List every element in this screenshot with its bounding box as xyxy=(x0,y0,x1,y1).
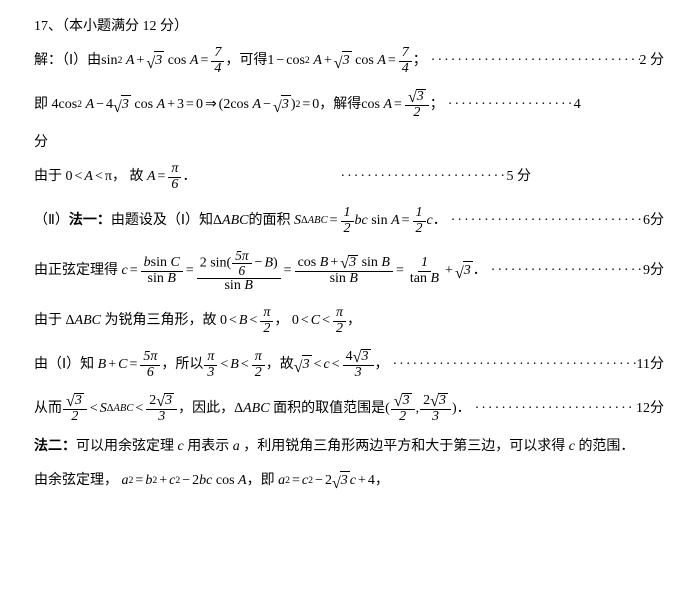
t2a: 即 xyxy=(34,96,48,114)
pts-4: 4 xyxy=(574,96,581,114)
t4d: ． xyxy=(433,212,447,230)
t9c: 用表示 xyxy=(187,438,229,456)
pts-9: 9分 xyxy=(643,262,664,280)
pts-12: 12分 xyxy=(636,400,664,418)
solution-line-8: 从而 √32 <SΔABC< 2√33 ，因此， ΔABC 面积的取值范围是 (… xyxy=(34,392,664,426)
t4c: 的面积 xyxy=(249,212,291,230)
triABC3: ΔABC xyxy=(234,400,273,418)
t6c: ， xyxy=(274,312,288,330)
t4a: （Ⅱ） xyxy=(34,212,69,230)
eq4: SΔABC= 12bc sin A= 12c xyxy=(291,206,433,236)
t9e: 的范围． xyxy=(578,438,634,456)
eq7a: B+C= 5π6 xyxy=(94,350,161,380)
t10a: 由余弦定理， xyxy=(34,472,118,490)
t9d: ，利用锐角三角形两边平方和大于第三边，可以求得 xyxy=(243,438,565,456)
solution-line-1: 解：（Ⅰ）由 sin2 A+ √3 cos A= 74 ，可得 1−cos2 A… xyxy=(34,44,664,78)
pts-5: 5 分 xyxy=(506,168,531,186)
eq2b: cos A= √32 xyxy=(361,89,429,120)
eq1-right: 1−cos2 A+ √3 cos A= 74 xyxy=(267,46,412,76)
t6d: ， xyxy=(347,312,361,330)
eq6b: 0<C< π2 xyxy=(288,306,347,336)
eq8a: √32 <SΔABC< 2√33 xyxy=(62,393,178,424)
t3c: ． xyxy=(182,168,196,186)
solution-line-3: 由于 0<A<π ， 故 A= π6 ． 5 分 xyxy=(34,160,664,194)
solution-line-7: 由（Ⅰ）知 B+C= 5π6 ，所以 π3 <B< π2 ，故 √3 <c< 4… xyxy=(34,348,664,382)
solution-line-2: 即 4cos2 A−4 √3 cos A+3=0 ⇒ (2cos A− √3)2… xyxy=(34,88,664,122)
dots-5 xyxy=(487,262,643,280)
solution-line-5: 由正弦定理得 c= bsin Csin B = 2 sin(5π6−B) sin… xyxy=(34,248,664,294)
t2b: ，解得 xyxy=(319,96,361,114)
t2c: ； xyxy=(430,96,444,114)
triABC: ΔABC xyxy=(213,212,248,230)
t3a: 由于 xyxy=(34,168,62,186)
eq5: c= bsin Csin B = 2 sin(5π6−B) sin B = co… xyxy=(118,249,473,294)
a-var: a xyxy=(229,438,243,456)
solution-line-2b: 分 xyxy=(34,132,664,154)
t6b: 为锐角三角形，故 xyxy=(104,312,216,330)
method2-label: 法二： xyxy=(34,438,76,456)
t7d: ， xyxy=(375,356,389,374)
t3b: ， 故 xyxy=(112,168,144,186)
eq2: 4cos2 A−4 √3 cos A+3=0 ⇒ (2cos A− √3)2=0 xyxy=(48,95,319,114)
t9b: 可以用余弦定理 xyxy=(76,438,174,456)
t2end: 分 xyxy=(34,134,48,152)
t8d: ． xyxy=(457,400,471,418)
eq10a: a2=b2+c2−2bc cos A xyxy=(118,472,247,490)
method1-label: 法一： xyxy=(69,212,111,230)
t10b: ，即 xyxy=(247,472,275,490)
dots-8 xyxy=(471,400,636,418)
t1c: ； xyxy=(413,52,427,70)
pts-2: 2 分 xyxy=(640,52,665,70)
t5b: ． xyxy=(473,262,487,280)
eq7b: π3 <B< π2 xyxy=(203,350,265,380)
c-var2: c xyxy=(565,438,578,456)
c-var: c xyxy=(174,438,187,456)
eq6a: 0<B< π2 xyxy=(216,306,274,336)
eq10b: a2=c2−2 √3c+4 xyxy=(275,471,375,490)
eq8b: ( √32 , 2√33 ) xyxy=(385,393,457,424)
t5a: 由正弦定理得 xyxy=(34,262,118,280)
t1a: 解：（Ⅰ）由 xyxy=(34,52,101,70)
dots-1 xyxy=(427,52,640,70)
triABC2: ΔABC xyxy=(62,312,104,330)
dots-4 xyxy=(447,212,643,230)
solution-line-6: 由于 ΔABC 为锐角三角形，故 0<B< π2 ， 0<C< π2 ， xyxy=(34,304,664,338)
t8c: 面积的取值范围是 xyxy=(273,400,385,418)
eq3a: 0<A<π xyxy=(62,168,112,186)
eq7c: √3 <c< 4√33 xyxy=(294,349,375,380)
t10c: ， xyxy=(375,472,389,490)
dots-7 xyxy=(389,356,637,374)
t7c: ，故 xyxy=(266,356,294,374)
t1b: ，可得 xyxy=(225,52,267,70)
dots-3 xyxy=(336,168,506,186)
eq1-left: sin2 A+ √3 cos A= 74 xyxy=(101,46,225,76)
t8a: 从而 xyxy=(34,400,62,418)
t7a: 由（Ⅰ）知 xyxy=(34,356,94,374)
t4b: 由题设及（Ⅰ）知 xyxy=(111,212,213,230)
problem-header: 17、（本小题满分 12 分） xyxy=(34,16,664,38)
solution-line-9: 法二： 可以用余弦定理 c 用表示 a ，利用锐角三角形两边平方和大于第三边，可… xyxy=(34,436,664,458)
t7b: ，所以 xyxy=(161,356,203,374)
t6a: 由于 xyxy=(34,312,62,330)
t8b: ，因此， xyxy=(178,400,234,418)
header-text: 17、（本小题满分 12 分） xyxy=(34,18,188,36)
solution-line-10: 由余弦定理， a2=b2+c2−2bc cos A ，即 a2=c2−2 √3c… xyxy=(34,464,664,498)
dots-2 xyxy=(444,96,574,114)
solution-line-4: （Ⅱ） 法一： 由题设及（Ⅰ）知 ΔABC 的面积 SΔABC= 12bc si… xyxy=(34,204,664,238)
pts-6: 6分 xyxy=(643,212,664,230)
eq3b: A= π6 xyxy=(143,162,182,192)
pts-11: 11分 xyxy=(637,356,664,374)
